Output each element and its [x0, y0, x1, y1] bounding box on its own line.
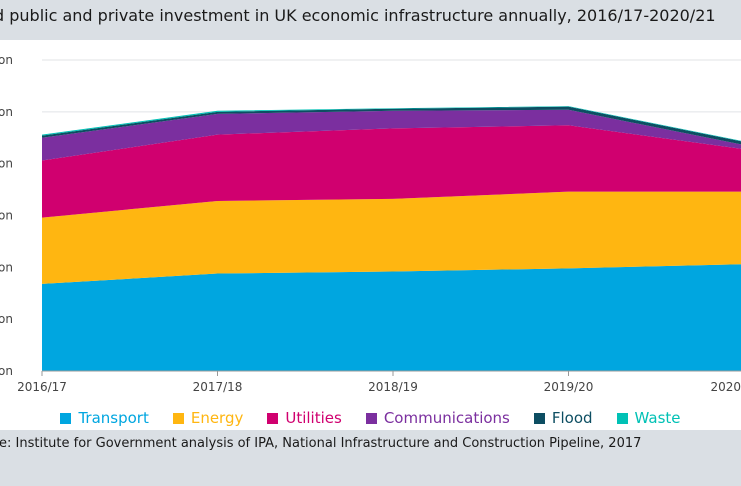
legend-label: Transport: [78, 409, 149, 427]
legend-swatch: [616, 412, 628, 424]
y-tick-label: on: [0, 157, 13, 171]
x-tick-label: 2020: [710, 380, 741, 394]
x-tick-label: 2016/17: [17, 380, 67, 394]
legend-item-flood: Flood: [533, 409, 593, 427]
legend-label: Communications: [383, 409, 510, 427]
area-series-energy: [42, 191, 741, 284]
legend-swatch: [267, 412, 279, 424]
legend-item-utilities: Utilities: [267, 409, 342, 427]
legend-swatch: [533, 412, 545, 424]
legend-item-waste: Waste: [616, 409, 681, 427]
legend-label: Waste: [634, 409, 681, 427]
legend-swatch: [60, 412, 72, 424]
area-series-communications: [42, 109, 741, 161]
legend-item-transport: Transport: [60, 409, 149, 427]
legend-label: Utilities: [285, 409, 342, 427]
source-note: e: Institute for Government analysis of …: [0, 436, 642, 451]
area-chart: 2016/17 2017/18 2018/19 2019/20 2020 on on on o…: [0, 53, 741, 394]
legend-item-energy: Energy: [172, 409, 244, 427]
legend-swatch: [172, 412, 184, 424]
y-tick-label: on: [0, 364, 13, 378]
area-series-transport: [42, 264, 741, 371]
x-tick-label: 2017/18: [193, 380, 243, 394]
source-bar: e: Institute for Government analysis of …: [0, 430, 741, 486]
legend-label: Flood: [551, 409, 593, 427]
legend-swatch: [365, 412, 377, 424]
x-tick-label: 2018/19: [368, 380, 418, 394]
y-tick-label: on: [0, 53, 13, 67]
y-tick-label: on: [0, 209, 13, 223]
y-tick-label: on: [0, 312, 13, 326]
y-tick-label: on: [0, 105, 13, 119]
legend-item-communications: Communications: [365, 409, 510, 427]
x-tick-label: 2019/20: [544, 380, 594, 394]
area-series-utilities: [42, 125, 741, 218]
y-tick-label: on: [0, 260, 13, 274]
chart-title: d public and private investment in UK ec…: [0, 6, 716, 25]
title-bar: d public and private investment in UK ec…: [0, 0, 741, 40]
legend-label: Energy: [190, 409, 244, 427]
chart-legend: Transport Energy Utilities Communications Fl…: [0, 406, 741, 430]
